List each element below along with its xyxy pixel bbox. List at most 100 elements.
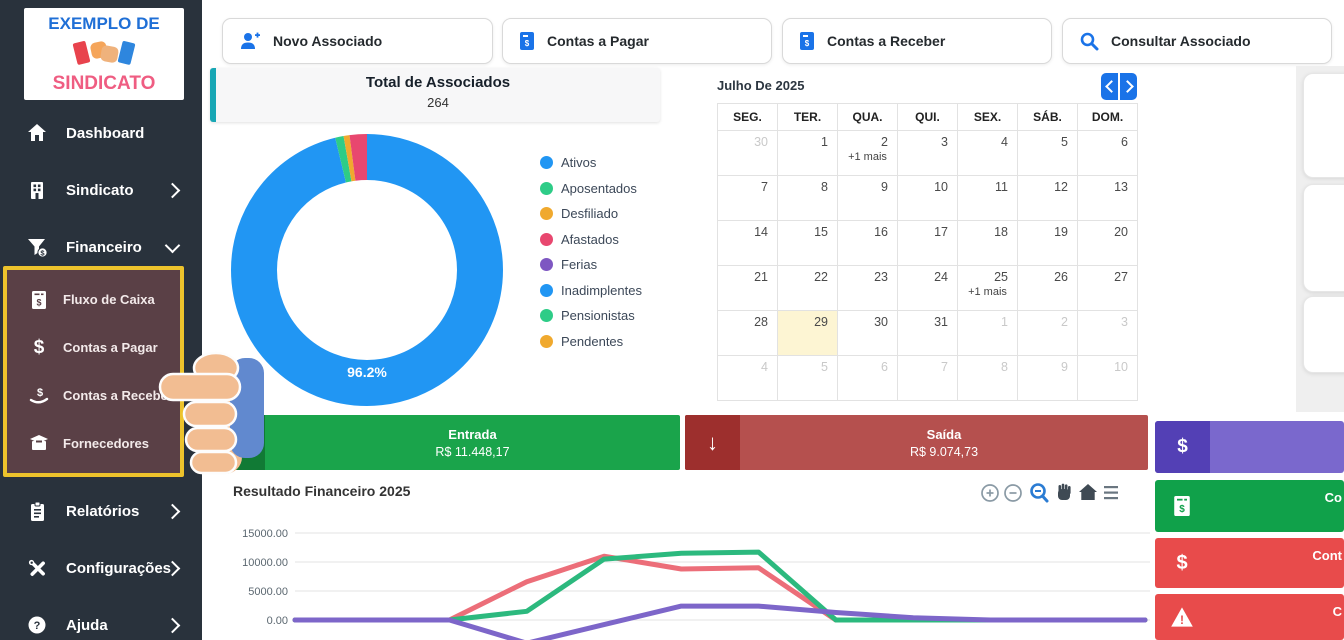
consultar-associado-button[interactable]: Consultar Associado bbox=[1062, 18, 1332, 64]
calendar-day[interactable]: 9 bbox=[1017, 355, 1078, 401]
y-axis-tick: 5000.00 bbox=[248, 586, 288, 598]
calendar-day[interactable]: 1 bbox=[777, 130, 838, 176]
legend-item-ferias[interactable]: Ferias bbox=[540, 252, 690, 278]
legend-item-afastados[interactable]: Afastados bbox=[540, 227, 690, 253]
invoice-icon: $ bbox=[29, 290, 49, 310]
calendar-day[interactable]: 24 bbox=[897, 265, 958, 311]
calendar-day[interactable]: 18 bbox=[957, 220, 1018, 266]
calendar-more-link[interactable]: +1 mais bbox=[968, 286, 1007, 298]
legend-item-ativos[interactable]: Ativos bbox=[540, 150, 690, 176]
home-icon[interactable] bbox=[1079, 484, 1097, 500]
calendar-more-link[interactable]: +1 mais bbox=[848, 151, 887, 163]
calendar-day[interactable]: 2 +1 mais bbox=[837, 130, 898, 176]
submenu-item-contas-a-pagar[interactable]: $ Contas a Pagar bbox=[7, 338, 180, 358]
chevron-right-icon bbox=[164, 503, 181, 519]
calendar-day[interactable]: 8 bbox=[957, 355, 1018, 401]
calendar-day-number: 1 bbox=[821, 135, 828, 149]
submenu-item-fornecedores[interactable]: Fornecedores bbox=[7, 433, 180, 453]
pan-hand-icon[interactable] bbox=[1058, 483, 1071, 500]
calendar-day[interactable]: 21 bbox=[717, 265, 778, 311]
calendar-day-header: QUI. bbox=[897, 103, 958, 131]
calendar-day[interactable]: 11 bbox=[957, 175, 1018, 221]
novo-associado-button[interactable]: Novo Associado bbox=[222, 18, 493, 64]
calendar-day-header: DOM. bbox=[1077, 103, 1138, 131]
calendar-day[interactable]: 8 bbox=[777, 175, 838, 221]
calendar-day[interactable]: 6 bbox=[1077, 130, 1138, 176]
contas-a-pagar-button[interactable]: $ Contas a Pagar bbox=[502, 18, 772, 64]
calendar-day[interactable]: 15 bbox=[777, 220, 838, 266]
calendar-day[interactable]: 12 bbox=[1017, 175, 1078, 221]
calendar-day[interactable]: 22 bbox=[777, 265, 838, 311]
question-glyph: ? bbox=[34, 620, 41, 632]
green-summary-bar[interactable]: $ Co bbox=[1155, 480, 1344, 532]
calendar-prev-button[interactable] bbox=[1101, 73, 1118, 100]
calendar-day[interactable]: 10 bbox=[897, 175, 958, 221]
calendar-day[interactable]: 28 bbox=[717, 310, 778, 356]
submenu-item-fluxo-de-caixa[interactable]: $ Fluxo de Caixa bbox=[7, 290, 180, 310]
sidebar-item-financeiro[interactable]: $ Financeiro bbox=[0, 224, 202, 270]
legend-item-aposentados[interactable]: Aposentados bbox=[540, 176, 690, 202]
calendar-day[interactable]: 7 bbox=[717, 175, 778, 221]
legend-item-pendentes[interactable]: Pendentes bbox=[540, 329, 690, 355]
calendar-day-number: 30 bbox=[754, 135, 768, 149]
calendar-day[interactable]: 13 bbox=[1077, 175, 1138, 221]
sidebar-item-label: Configurações bbox=[66, 559, 172, 577]
purple-summary-bar[interactable]: $ bbox=[1155, 421, 1344, 473]
calendar-day[interactable]: 10 bbox=[1077, 355, 1138, 401]
calendar-day-number: 3 bbox=[1121, 315, 1128, 329]
calendar-day[interactable]: 5 bbox=[777, 355, 838, 401]
red-summary-bar-2[interactable]: ! C bbox=[1155, 594, 1344, 640]
calendar-day[interactable]: 4 bbox=[717, 355, 778, 401]
legend-dot bbox=[540, 207, 553, 221]
calendar-day-header: TER. bbox=[777, 103, 838, 131]
sidebar-item-dashboard[interactable]: Dashboard bbox=[0, 110, 202, 156]
calendar-day[interactable]: 19 bbox=[1017, 220, 1078, 266]
submenu-item-contas-a-receber[interactable]: $ Contas a Receber bbox=[7, 385, 180, 405]
calendar-day[interactable]: 5 bbox=[1017, 130, 1078, 176]
sidebar-item-ajuda[interactable]: ? Ajuda bbox=[0, 602, 202, 640]
reset-zoom-icon[interactable] bbox=[1030, 483, 1049, 503]
menu-icon[interactable] bbox=[1104, 486, 1118, 500]
calendar-day[interactable]: 16 bbox=[837, 220, 898, 266]
donut-slice-afastados[interactable] bbox=[231, 134, 503, 406]
calendar-day-number: 13 bbox=[1114, 180, 1128, 194]
calendar-day[interactable]: 14 bbox=[717, 220, 778, 266]
legend-dot bbox=[540, 232, 553, 246]
calendar-day[interactable]: 29 bbox=[777, 310, 838, 356]
person-add-icon bbox=[241, 32, 260, 49]
donut-slice-ativos[interactable] bbox=[231, 134, 503, 406]
sidebar-item-configuracoes[interactable]: Configurações bbox=[0, 545, 202, 591]
calendar-next-button[interactable] bbox=[1120, 73, 1137, 100]
sidebar-item-sindicato[interactable]: Sindicato bbox=[0, 167, 202, 213]
zoom-out-icon[interactable] bbox=[1004, 484, 1022, 502]
legend-item-inadimplentes[interactable]: Inadimplentes bbox=[540, 278, 690, 304]
calendar-day[interactable]: 17 bbox=[897, 220, 958, 266]
calendar-day[interactable]: 6 bbox=[837, 355, 898, 401]
calendar-day[interactable]: 23 bbox=[837, 265, 898, 311]
calendar-day[interactable]: 25 +1 mais bbox=[957, 265, 1018, 311]
red-summary-bar-1[interactable]: $ Cont bbox=[1155, 538, 1344, 588]
contas-a-receber-button[interactable]: $ Contas a Receber bbox=[782, 18, 1052, 64]
calendar-day[interactable]: 31 bbox=[897, 310, 958, 356]
calendar-day[interactable]: 4 bbox=[957, 130, 1018, 176]
calendar-day[interactable]: 3 bbox=[1077, 310, 1138, 356]
legend-item-desfiliado[interactable]: Desfiliado bbox=[540, 201, 690, 227]
calendar-day[interactable]: 26 bbox=[1017, 265, 1078, 311]
calendar-day[interactable]: 30 bbox=[717, 130, 778, 176]
calendar-day[interactable]: 3 bbox=[897, 130, 958, 176]
resultado-financeiro-chart: 15000.00 10000.00 5000.00 0.00 bbox=[242, 528, 1150, 640]
calendar-day[interactable]: 27 bbox=[1077, 265, 1138, 311]
funnel-dollar-icon: $ bbox=[26, 236, 48, 258]
calendar-day[interactable]: 7 bbox=[897, 355, 958, 401]
calendar-day[interactable]: 20 bbox=[1077, 220, 1138, 266]
zoom-in-icon[interactable] bbox=[981, 484, 999, 502]
calendar-day[interactable]: 1 bbox=[957, 310, 1018, 356]
calendar-day[interactable]: 30 bbox=[837, 310, 898, 356]
legend-item-pensionistas[interactable]: Pensionistas bbox=[540, 303, 690, 329]
calendar-day[interactable]: 9 bbox=[837, 175, 898, 221]
calendar-day[interactable]: 2 bbox=[1017, 310, 1078, 356]
legend-label: Inadimplentes bbox=[561, 282, 642, 298]
question-icon: ? bbox=[26, 614, 48, 636]
sidebar-item-relatorios[interactable]: Relatórios bbox=[0, 488, 202, 534]
calendar-day-number: 22 bbox=[814, 270, 828, 284]
